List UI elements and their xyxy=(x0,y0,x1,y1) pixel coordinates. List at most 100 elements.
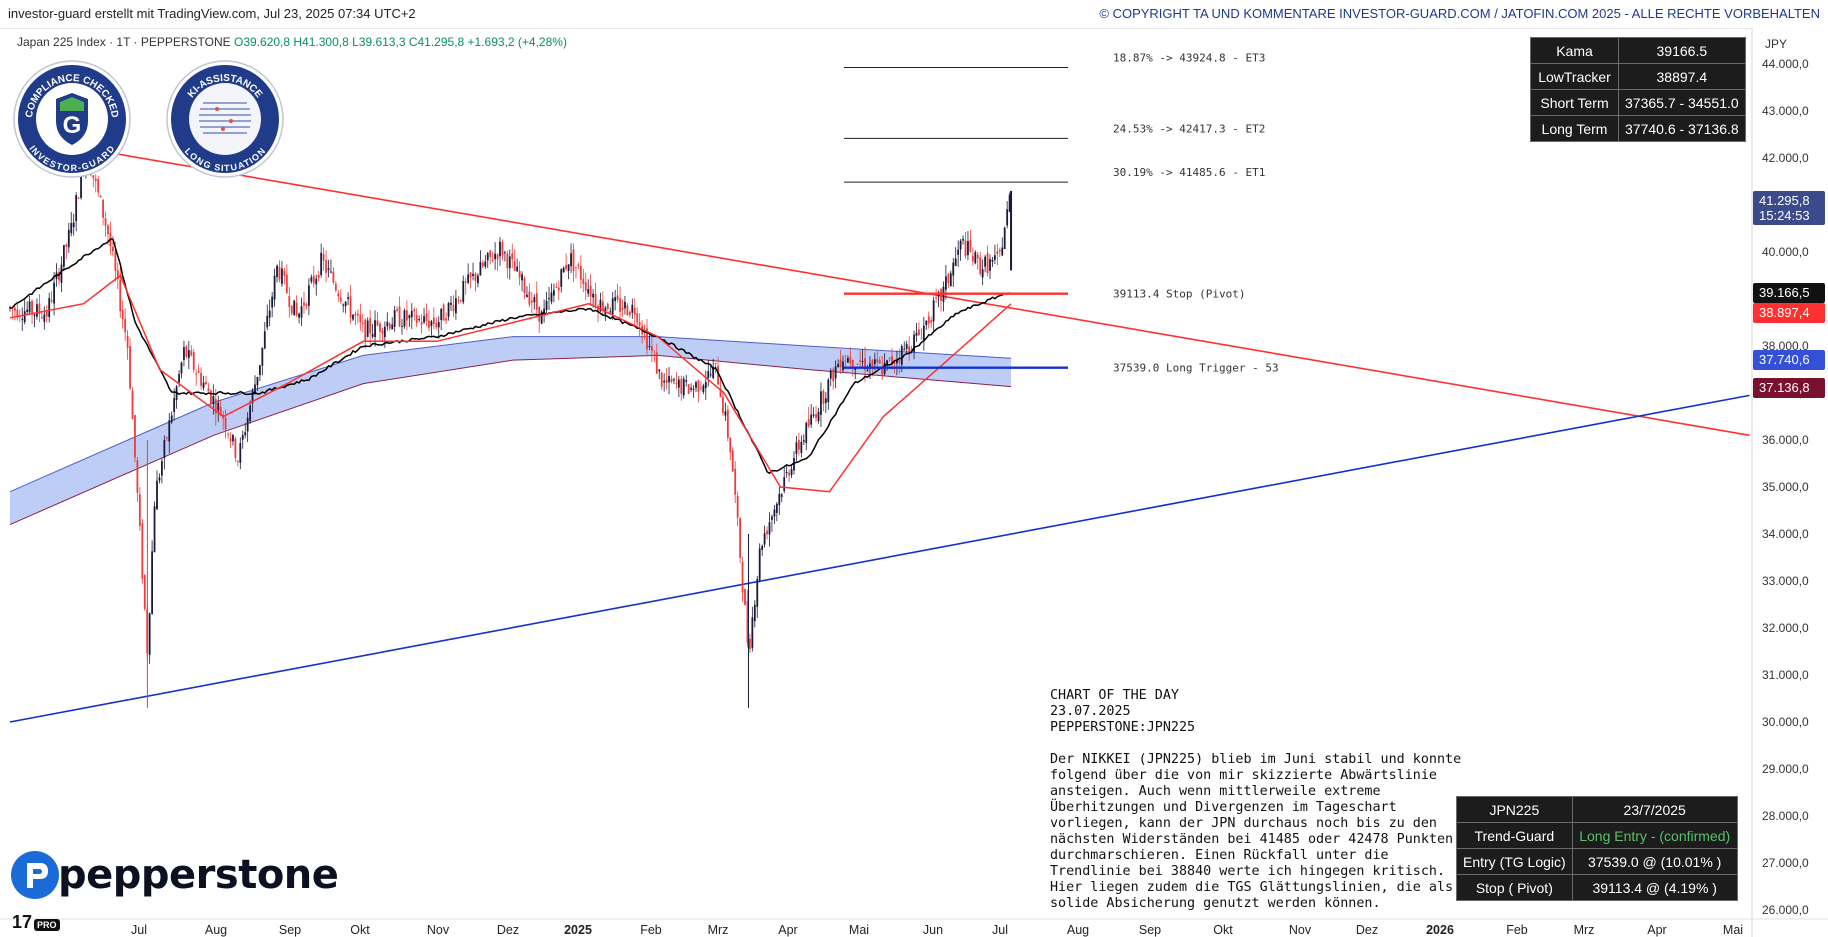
candle-body xyxy=(70,223,73,234)
candle-body xyxy=(398,306,401,327)
candle-body xyxy=(511,253,514,260)
indicator-value: 38897.4 xyxy=(1618,63,1746,90)
candle-body xyxy=(251,390,254,404)
candle-body xyxy=(736,496,739,518)
candle-body xyxy=(636,313,639,323)
candle-body xyxy=(543,308,545,315)
x-tick-label: Okt xyxy=(1213,923,1233,937)
candle-body xyxy=(798,440,800,450)
candle-body xyxy=(886,360,888,366)
indicator-row: Short Term 37365.7 - 34551.0 xyxy=(1530,89,1746,116)
y-tick-label: 40.000,0 xyxy=(1762,245,1809,259)
candle-body xyxy=(746,600,749,643)
candle-body xyxy=(432,317,435,325)
candle-body xyxy=(837,364,839,368)
candle-body xyxy=(506,253,509,269)
x-tick-label: 2025 xyxy=(564,923,592,937)
candle-body xyxy=(513,261,516,271)
candle-body xyxy=(410,310,413,318)
candle-body xyxy=(246,417,249,432)
symbol-ohlc: O39.620,8 H41.300,8 L39.613,3 C41.295,8 … xyxy=(234,35,567,49)
candle-body xyxy=(60,264,63,283)
candle-body xyxy=(974,252,977,264)
candle-body xyxy=(227,433,229,435)
candle-body xyxy=(97,179,100,193)
candle-body xyxy=(717,365,719,385)
candle-body xyxy=(702,385,705,393)
trade-value: 37539.0 @ (10.01% ) xyxy=(1571,848,1738,875)
candle-body xyxy=(391,324,394,330)
price-tag-label: 37.740,6 xyxy=(1759,352,1810,367)
candle-body xyxy=(555,286,558,288)
x-tick-label: Sep xyxy=(1139,923,1161,937)
candle-body xyxy=(530,300,533,303)
candle-body xyxy=(954,258,957,266)
candle-body xyxy=(359,314,362,322)
trade-table: JPN225 23/7/2025 Trend-Guard Long Entry … xyxy=(1456,796,1738,901)
candle-body xyxy=(202,382,205,388)
candle-body xyxy=(945,276,947,290)
y-tick-label: 26.000,0 xyxy=(1762,903,1809,917)
candle-body xyxy=(859,360,862,363)
candle-body xyxy=(1001,247,1004,256)
candle-body xyxy=(1008,195,1011,212)
indicator-value: 39166.5 xyxy=(1618,37,1746,64)
candle-body xyxy=(548,298,550,300)
candle-body xyxy=(467,274,470,283)
candle-body xyxy=(793,458,795,471)
candle-body xyxy=(244,432,247,436)
candle-body xyxy=(195,373,198,375)
candle-body xyxy=(393,310,396,327)
candle-body xyxy=(878,360,881,364)
candle-body xyxy=(347,297,349,299)
candle-body xyxy=(138,494,141,526)
candle-body xyxy=(592,293,594,298)
candle-body xyxy=(210,390,212,404)
candle-body xyxy=(621,308,624,311)
commentary-body: Der NIKKEI (JPN225) blieb im Juni stabil… xyxy=(1050,752,1462,911)
candle-body xyxy=(589,285,592,297)
candle-body xyxy=(557,287,560,291)
candle-body xyxy=(609,311,612,313)
candle-body xyxy=(325,260,327,273)
indicator-value: 37740.6 - 37136.8 xyxy=(1618,115,1746,142)
candle-body xyxy=(129,346,131,389)
candle-body xyxy=(114,251,117,271)
candle-body xyxy=(312,275,315,284)
y-tick-label: 43.000,0 xyxy=(1762,104,1809,118)
candle-body xyxy=(577,264,580,267)
candle-body xyxy=(72,222,75,228)
x-tick-label: Okt xyxy=(350,923,370,937)
price-tag-label: 38.897,4 xyxy=(1759,305,1810,320)
candle-body xyxy=(626,305,629,316)
candle-body xyxy=(58,271,60,281)
candle-body xyxy=(116,270,119,280)
price-axis: JPY 26.000,0 27.000,0 28.000,0 29.000,0 30.00… xyxy=(1751,28,1828,937)
candle-body xyxy=(550,292,553,302)
candle-body xyxy=(726,409,729,438)
candle-body xyxy=(455,298,457,314)
candle-body xyxy=(342,304,345,306)
candle-body xyxy=(92,175,95,179)
candle-body xyxy=(65,244,68,247)
level-label: 37539.0 Long Trigger - 53 xyxy=(1113,362,1279,375)
candle-body xyxy=(660,372,663,387)
candle-body xyxy=(156,480,158,510)
chart-canvas[interactable]: 18.87% -> 43924.8 - ET3 24.53% -> 42417.3… xyxy=(0,28,1828,937)
lowtracker-line xyxy=(9,274,1012,493)
candle-body xyxy=(918,329,920,335)
candle-body xyxy=(707,371,710,379)
candle-body xyxy=(63,245,65,267)
trendlines xyxy=(9,147,1750,723)
candle-body xyxy=(33,314,36,316)
candle-body xyxy=(141,523,144,579)
candle-body xyxy=(173,398,176,412)
candle-body xyxy=(805,422,808,444)
candle-body xyxy=(908,346,911,354)
candle-body xyxy=(48,298,51,318)
price-tag-label: 39.166,5 xyxy=(1759,285,1810,300)
candle-body xyxy=(687,384,690,394)
candle-body xyxy=(374,320,376,337)
x-tick-label: Jul xyxy=(131,923,147,937)
candle-body xyxy=(668,376,670,383)
